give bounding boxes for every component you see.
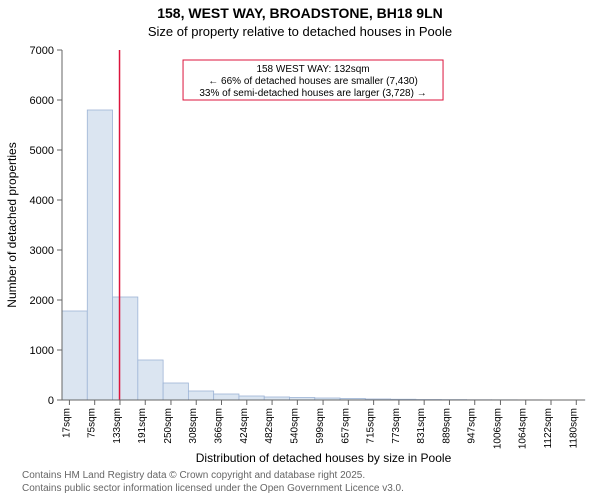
chart-container: 158, WEST WAY, BROADSTONE, BH18 9LN Size … bbox=[0, 0, 600, 500]
y-axis-label: Number of detached properties bbox=[5, 142, 19, 307]
x-tick-label: 17sqm bbox=[61, 408, 72, 438]
histogram-bar bbox=[113, 297, 138, 400]
annotation-line1: 158 WEST WAY: 132sqm bbox=[256, 64, 369, 75]
x-tick-label: 1122sqm bbox=[543, 408, 554, 448]
x-tick-label: 831sqm bbox=[416, 408, 427, 444]
x-tick-label: 366sqm bbox=[214, 408, 225, 444]
chart-title: 158, WEST WAY, BROADSTONE, BH18 9LN bbox=[157, 5, 443, 21]
x-tick-label: 133sqm bbox=[112, 408, 123, 444]
histogram-bar bbox=[62, 311, 87, 400]
y-tick-label: 6000 bbox=[30, 95, 54, 107]
x-tick-label: 657sqm bbox=[340, 408, 351, 444]
chart-subtitle: Size of property relative to detached ho… bbox=[148, 24, 452, 39]
x-tick-label: 1064sqm bbox=[518, 408, 529, 449]
x-tick-label: 599sqm bbox=[315, 408, 326, 444]
x-tick-label: 947sqm bbox=[467, 408, 478, 444]
y-tick-label: 5000 bbox=[30, 145, 54, 157]
x-tick-label: 482sqm bbox=[264, 408, 275, 444]
annotation-line3: 33% of semi-detached houses are larger (… bbox=[199, 88, 426, 99]
plot-area bbox=[62, 50, 585, 400]
x-tick-label: 424sqm bbox=[239, 408, 250, 444]
y-tick-label: 4000 bbox=[30, 195, 54, 207]
y-tick-label: 7000 bbox=[30, 45, 54, 57]
y-tick-label: 1000 bbox=[30, 345, 54, 357]
histogram-bar bbox=[163, 383, 188, 400]
y-tick-label: 0 bbox=[48, 395, 54, 407]
x-tick-label: 308sqm bbox=[188, 408, 199, 444]
x-tick-label: 889sqm bbox=[441, 408, 452, 444]
x-tick-label: 75sqm bbox=[87, 408, 98, 438]
x-axis-label: Distribution of detached houses by size … bbox=[196, 451, 452, 465]
histogram-bar bbox=[239, 396, 264, 400]
x-tick-label: 715sqm bbox=[366, 408, 377, 444]
footer-line2: Contains public sector information licen… bbox=[22, 483, 404, 494]
x-tick-label: 1006sqm bbox=[492, 408, 503, 449]
x-tick-label: 250sqm bbox=[163, 408, 174, 444]
y-tick-label: 2000 bbox=[30, 295, 54, 307]
y-tick-label: 3000 bbox=[30, 245, 54, 257]
footer-line1: Contains HM Land Registry data © Crown c… bbox=[22, 470, 365, 481]
annotation-line2: ← 66% of detached houses are smaller (7,… bbox=[208, 76, 418, 87]
histogram-bar bbox=[214, 394, 239, 400]
histogram-bar bbox=[87, 110, 112, 400]
histogram-bar bbox=[138, 360, 163, 400]
chart-svg: 158, WEST WAY, BROADSTONE, BH18 9LN Size … bbox=[0, 0, 600, 500]
histogram-bar bbox=[188, 391, 213, 400]
x-tick-label: 773sqm bbox=[391, 408, 402, 444]
x-tick-label: 540sqm bbox=[289, 408, 300, 444]
x-tick-label: 191sqm bbox=[137, 408, 148, 444]
x-tick-label: 1180sqm bbox=[568, 408, 579, 448]
